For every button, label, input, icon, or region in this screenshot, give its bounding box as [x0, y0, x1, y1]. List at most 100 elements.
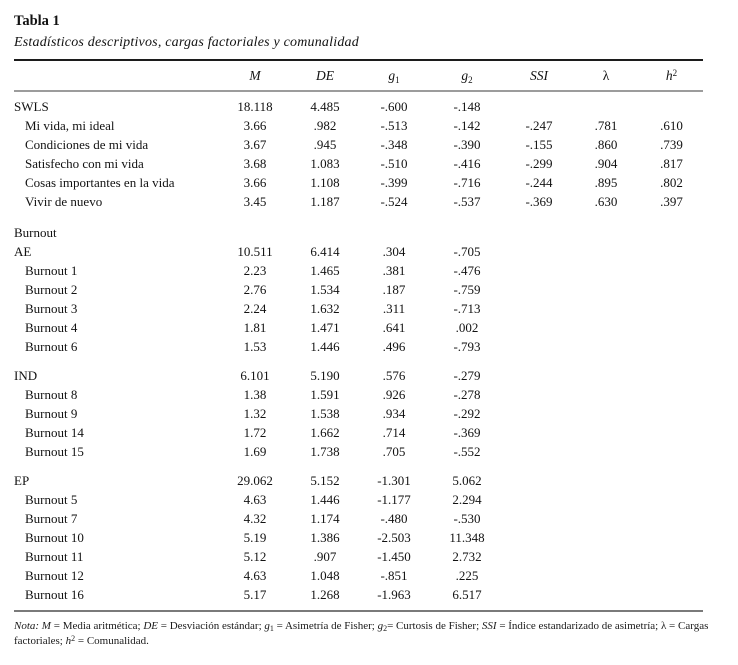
- cell-h2: [640, 547, 703, 566]
- cell-lambda: [572, 280, 640, 299]
- cell-de: 1.738: [310, 444, 340, 459]
- cell-h2: [640, 337, 703, 356]
- row-label: Burnout 8: [25, 387, 78, 402]
- cell-g1: -.851: [380, 568, 408, 583]
- row-label: Burnout: [14, 225, 57, 240]
- cell-h2: [640, 280, 703, 299]
- cell-m: 3.45: [243, 194, 267, 209]
- cell-g1: -1.963: [377, 587, 411, 602]
- cell-ssi: -.244: [525, 175, 553, 190]
- cell-de: 6.414: [310, 244, 340, 259]
- cell-ssi: -.155: [525, 137, 553, 152]
- cell-h2: [640, 490, 703, 509]
- cell-ssi: [506, 242, 572, 261]
- cell-m: 2.24: [243, 301, 267, 316]
- cell-g1: .381: [382, 263, 406, 278]
- cell-m: 6.101: [240, 368, 270, 383]
- cell-lambda: [572, 385, 640, 404]
- table-title: Tabla 1: [14, 13, 60, 29]
- table-subtitle: Estadísticos descriptivos, cargas factor…: [14, 35, 359, 50]
- cell-m: 3.67: [243, 137, 267, 152]
- cell-g1: -.600: [380, 99, 408, 114]
- cell-g2: -.530: [453, 511, 481, 526]
- row-label: SWLS: [14, 99, 49, 114]
- cell-ssi: [506, 509, 572, 528]
- cell-g2: -.716: [453, 175, 481, 190]
- cell-de: [290, 211, 360, 242]
- cell-g1: -.524: [380, 194, 408, 209]
- cell-lambda: .904: [594, 156, 618, 171]
- cell-m: [220, 211, 290, 242]
- table-row: Burnout 11 5.12 .907 -1.450 2.732: [14, 547, 703, 566]
- cell-h2: [640, 211, 703, 242]
- row-label: Burnout 12: [25, 568, 84, 583]
- cell-ssi: [506, 280, 572, 299]
- cell-g1: .311: [382, 301, 406, 316]
- cell-de: .945: [313, 137, 337, 152]
- cell-m: 3.68: [243, 156, 267, 171]
- cell-h2: [640, 318, 703, 337]
- table-row: Vivir de nuevo 3.45 1.187 -.524 -.537 -.369 .6…: [14, 192, 703, 211]
- cell-m: 1.69: [243, 444, 267, 459]
- column-header-g2: g2: [428, 60, 506, 92]
- cell-g2: -.369: [453, 425, 481, 440]
- cell-m: 4.63: [243, 492, 267, 507]
- cell-m: 3.66: [243, 175, 267, 190]
- cell-ssi: [506, 566, 572, 585]
- cell-g2: 2.294: [452, 492, 482, 507]
- cell-lambda: [572, 337, 640, 356]
- cell-g2: -.476: [453, 263, 481, 278]
- cell-m: 1.53: [243, 339, 267, 354]
- row-label: Burnout 7: [25, 511, 78, 526]
- cell-m: 1.72: [243, 425, 267, 440]
- cell-ssi: [506, 337, 572, 356]
- row-label: Condiciones de mi vida: [25, 137, 149, 152]
- cell-g2: -.148: [453, 99, 481, 114]
- cell-h2: [640, 261, 703, 280]
- row-label: IND: [14, 368, 38, 383]
- cell-g1: .934: [382, 406, 406, 421]
- column-header-lambda: λ: [572, 60, 640, 92]
- row-label: Burnout 14: [25, 425, 84, 440]
- row-label: Burnout 2: [25, 282, 78, 297]
- cell-g1: .576: [382, 368, 406, 383]
- row-label: Burnout 16: [25, 587, 84, 602]
- cell-g2: -.390: [453, 137, 481, 152]
- cell-m: 5.17: [243, 587, 267, 602]
- cell-g2: [428, 211, 506, 242]
- row-label: EP: [14, 473, 30, 488]
- column-header-g1: g1: [360, 60, 428, 92]
- cell-h2: .802: [660, 175, 683, 190]
- cell-lambda: [572, 242, 640, 261]
- cell-h2: [640, 442, 703, 461]
- row-label: Burnout 3: [25, 301, 78, 316]
- cell-de: 1.386: [310, 530, 340, 545]
- cell-h2: [640, 585, 703, 611]
- cell-g1: [360, 211, 428, 242]
- row-label: Burnout 10: [25, 530, 84, 545]
- cell-h2: [640, 461, 703, 490]
- cell-g2: -.793: [453, 339, 481, 354]
- cell-lambda: .630: [594, 194, 618, 209]
- cell-ssi: [506, 261, 572, 280]
- cell-g1: -.399: [380, 175, 408, 190]
- cell-m: 1.81: [243, 320, 267, 335]
- cell-ssi: [506, 585, 572, 611]
- cell-lambda: [572, 356, 640, 385]
- table-header-row: M DE g1 g2 SSI λ h2: [14, 60, 703, 92]
- cell-de: 1.632: [310, 301, 340, 316]
- row-label: Burnout 5: [25, 492, 78, 507]
- cell-m: 10.511: [237, 244, 273, 259]
- cell-g2: 11.348: [449, 530, 485, 545]
- cell-g2: 2.732: [452, 549, 482, 564]
- cell-lambda: .895: [594, 175, 618, 190]
- cell-g1: -1.301: [377, 473, 411, 488]
- column-header-m: M: [220, 60, 290, 92]
- cell-lambda: [572, 211, 640, 242]
- cell-g1: .926: [382, 387, 406, 402]
- paper-page: Tabla 1 Estadísticos descriptivos, carga…: [14, 13, 708, 647]
- table-row: AE 10.511 6.414 .304 -.705: [14, 242, 703, 261]
- cell-g2: -.292: [453, 406, 481, 421]
- row-label: Mi vida, mi ideal: [25, 118, 115, 133]
- cell-de: 5.190: [310, 368, 340, 383]
